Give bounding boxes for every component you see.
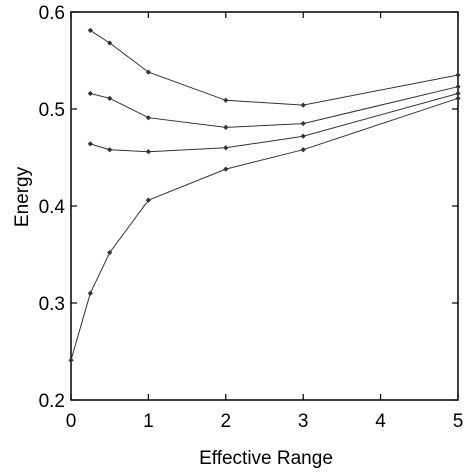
x-tick-label: 3 bbox=[298, 411, 309, 432]
data-point bbox=[87, 290, 93, 296]
series-2 bbox=[87, 84, 461, 131]
data-point bbox=[107, 95, 113, 101]
x-tick-label: 1 bbox=[143, 411, 154, 432]
x-tick-label: 4 bbox=[375, 411, 386, 432]
y-tick-label: 0.2 bbox=[39, 391, 65, 412]
y-axis: 0.2 0.3 0.4 0.5 0.6 bbox=[39, 3, 458, 412]
data-point bbox=[145, 197, 152, 203]
series-4 bbox=[68, 95, 461, 363]
x-axis-title: Effective Range bbox=[199, 448, 333, 469]
data-point bbox=[107, 147, 113, 153]
y-axis-title: Energy bbox=[12, 166, 33, 227]
y-tick-label: 0.6 bbox=[39, 3, 65, 24]
series-3 bbox=[87, 90, 461, 155]
data-point bbox=[455, 90, 461, 97]
series-1 bbox=[87, 27, 461, 108]
series-line bbox=[90, 29, 459, 106]
y-tick-label: 0.4 bbox=[39, 197, 66, 218]
data-point bbox=[223, 145, 229, 151]
data-point bbox=[300, 147, 306, 153]
y-tick-label: 0.5 bbox=[39, 100, 65, 121]
data-point bbox=[455, 72, 461, 78]
data-point bbox=[455, 95, 461, 101]
data-point bbox=[87, 90, 93, 97]
data-point bbox=[87, 141, 93, 147]
x-tick-label: 0 bbox=[66, 411, 77, 432]
x-tick-label: 2 bbox=[221, 411, 232, 432]
data-point bbox=[145, 149, 152, 155]
data-point bbox=[300, 120, 306, 127]
data-point bbox=[145, 69, 152, 75]
y-tick-label: 0.3 bbox=[39, 294, 65, 315]
data-point bbox=[223, 97, 229, 103]
data-point bbox=[87, 27, 93, 34]
data-point bbox=[455, 84, 461, 90]
data-point bbox=[300, 133, 306, 139]
data-point bbox=[300, 102, 306, 108]
x-axis: 0 1 2 3 4 5 bbox=[66, 12, 464, 432]
data-point bbox=[107, 40, 113, 46]
series-line bbox=[90, 93, 459, 153]
data-point bbox=[223, 124, 229, 131]
data-point bbox=[223, 166, 229, 172]
data-point bbox=[68, 357, 74, 363]
series-layer bbox=[68, 27, 461, 363]
plot-area-frame bbox=[70, 11, 459, 401]
data-point bbox=[145, 115, 152, 121]
series-line bbox=[70, 97, 459, 361]
series-line bbox=[90, 86, 459, 128]
x-tick-label: 5 bbox=[453, 411, 464, 432]
data-point bbox=[107, 249, 113, 256]
